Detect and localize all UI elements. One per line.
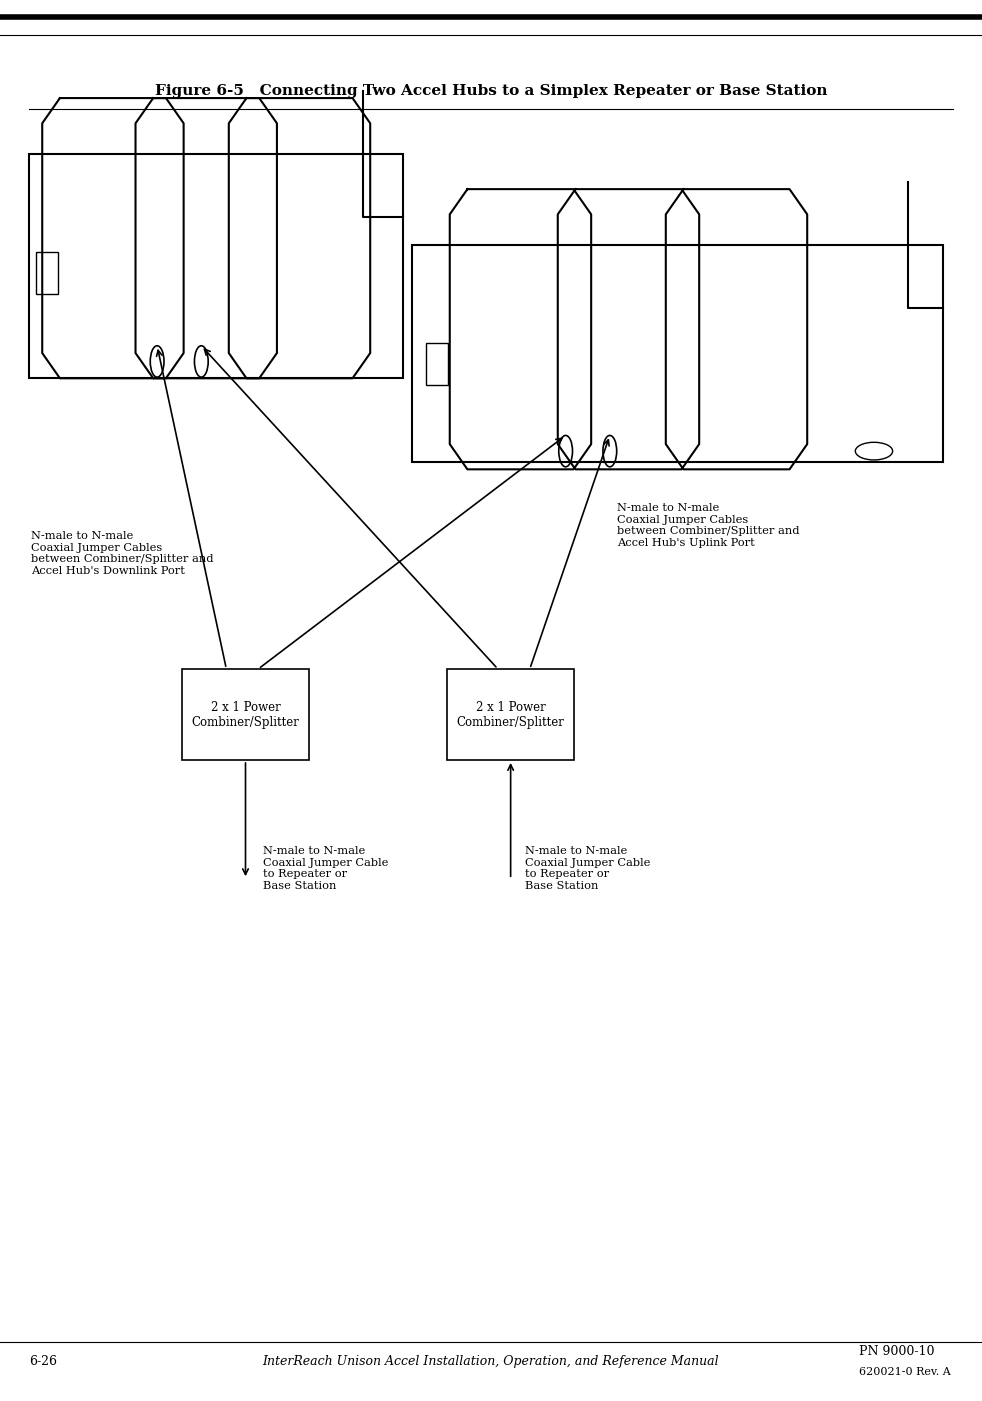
Text: 2 x 1 Power
Combiner/Splitter: 2 x 1 Power Combiner/Splitter: [457, 700, 565, 729]
Text: InterReach Unison Accel Installation, Operation, and Reference Manual: InterReach Unison Accel Installation, Op…: [263, 1355, 719, 1369]
Text: Figure 6-5   Connecting Two Accel Hubs to a Simplex Repeater or Base Station: Figure 6-5 Connecting Two Accel Hubs to …: [155, 84, 827, 98]
Text: 6-26: 6-26: [29, 1355, 58, 1369]
Bar: [412, 245, 943, 462]
Bar: [36, 252, 58, 294]
Text: N-male to N-male
Coaxial Jumper Cables
between Combiner/Splitter and
Accel Hub's: N-male to N-male Coaxial Jumper Cables b…: [31, 531, 214, 576]
Text: N-male to N-male
Coaxial Jumper Cable
to Repeater or
Base Station: N-male to N-male Coaxial Jumper Cable to…: [263, 846, 389, 891]
Text: 2 x 1 Power
Combiner/Splitter: 2 x 1 Power Combiner/Splitter: [191, 700, 300, 729]
Bar: [426, 343, 448, 385]
Text: PN 9000-10: PN 9000-10: [859, 1345, 935, 1359]
Text: N-male to N-male
Coaxial Jumper Cables
between Combiner/Splitter and
Accel Hub's: N-male to N-male Coaxial Jumper Cables b…: [617, 503, 799, 548]
Bar: [182, 670, 309, 759]
Text: 620021-0 Rev. A: 620021-0 Rev. A: [859, 1366, 951, 1377]
Bar: [29, 154, 403, 378]
Text: N-male to N-male
Coaxial Jumper Cable
to Repeater or
Base Station: N-male to N-male Coaxial Jumper Cable to…: [525, 846, 651, 891]
Bar: [447, 670, 574, 759]
